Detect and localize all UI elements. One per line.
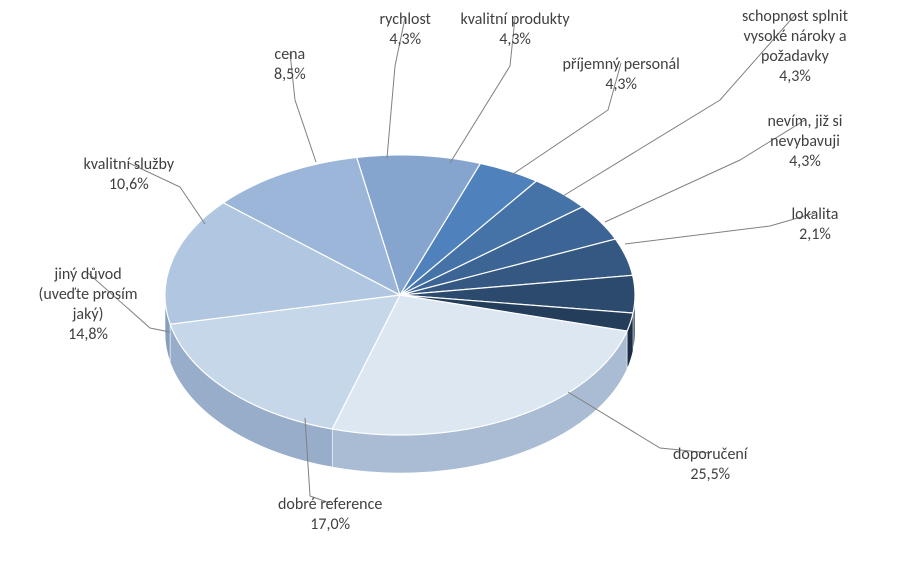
leader-line	[88, 273, 170, 332]
leader-line	[129, 163, 205, 224]
leader-line	[450, 18, 515, 163]
pie-top	[165, 155, 635, 435]
leader-line	[290, 53, 316, 162]
pie-chart-3d: rychlost 4,3%kvalitní produkty 4,3%příje…	[0, 0, 921, 569]
leader-line	[510, 63, 621, 176]
leader-line	[563, 15, 795, 196]
leader-line	[387, 18, 405, 158]
leader-line	[605, 120, 805, 222]
leader-line	[625, 213, 815, 244]
pie-chart-canvas	[0, 0, 921, 569]
